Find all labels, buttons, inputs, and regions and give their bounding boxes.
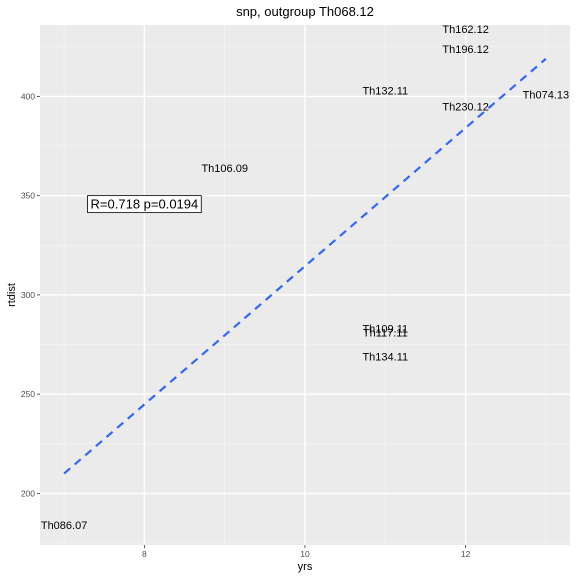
correlation-annotation: R=0.718 p=0.0194 [87, 195, 202, 214]
point-label: Th117.11 [363, 328, 408, 340]
major-gridlines [40, 25, 570, 545]
point-labels: Th086.07 Th106.09 Th132.11 Th109.11Th117.11… [41, 24, 569, 532]
point-label: Th109.11 [362, 324, 408, 336]
y-tick-label: 200 [21, 488, 35, 498]
point-label: Th230.12 [442, 101, 488, 113]
regression-line [63, 57, 547, 475]
y-tick-label: 250 [21, 389, 35, 399]
chart-title: snp, outgroup Th068.12 [236, 4, 374, 19]
point-label: Th106.09 [201, 163, 247, 175]
point-label: Th196.12 [442, 44, 488, 56]
point-label: Th134.11 [362, 351, 408, 363]
y-axis-ticks: 200 250 300 350 400 [21, 91, 40, 498]
x-tick-label: 8 [142, 549, 147, 559]
point-label: Th086.07 [41, 520, 87, 532]
y-axis-title: rtdist [6, 283, 18, 307]
annotation-box [87, 195, 202, 214]
point-label: Th132.11 [362, 85, 408, 97]
x-axis-title: yrs [298, 561, 313, 573]
y-tick-label: 300 [21, 290, 35, 300]
annotation-text: R=0.718 p=0.0194 [91, 197, 199, 212]
y-tick-label: 350 [21, 191, 35, 201]
x-axis-ticks: 8 10 12 [142, 545, 471, 559]
point-label: Th074.13 [523, 89, 569, 101]
x-tick-label: 12 [461, 549, 471, 559]
x-tick-label: 10 [300, 549, 310, 559]
y-tick-label: 400 [21, 91, 35, 101]
point-label: Th162.12 [442, 24, 488, 36]
